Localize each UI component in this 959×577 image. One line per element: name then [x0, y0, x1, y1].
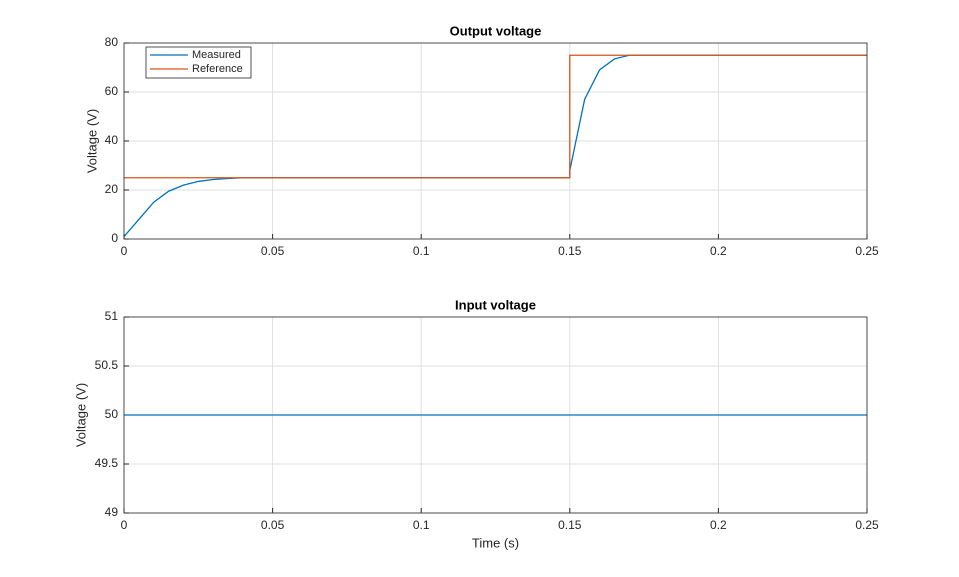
x-tick-label: 0.15 — [558, 518, 582, 532]
y-tick-label: 51 — [105, 309, 119, 323]
legend: Measured Reference — [145, 46, 252, 79]
legend-box — [145, 46, 252, 79]
y-tick-label: 50.5 — [95, 358, 119, 372]
y-tick-label: 20 — [105, 182, 119, 196]
y-tick-label: 50 — [105, 407, 119, 421]
x-tick-label: 0.25 — [855, 244, 879, 258]
x-tick-label: 0.05 — [261, 518, 285, 532]
chart-title: Input voltage — [455, 297, 536, 312]
y-axis-label: Voltage (V) — [73, 383, 88, 447]
y-tick-label: 80 — [105, 35, 119, 49]
y-tick-label: 40 — [105, 133, 119, 147]
x-tick-label: 0 — [121, 244, 128, 258]
line — [124, 54, 867, 179]
axes-box — [123, 42, 868, 240]
x-tick-label: 0.25 — [855, 518, 879, 532]
y-tick-label: 0 — [111, 231, 118, 245]
y-axis-label: Voltage (V) — [84, 109, 99, 173]
x-tick-label: 0.2 — [710, 244, 727, 258]
axes-box — [123, 316, 868, 514]
y-tick-label: 49 — [105, 505, 119, 519]
x-tick-label: 0.05 — [261, 244, 285, 258]
legend-label: Reference — [192, 63, 243, 75]
x-tick-label: 0.2 — [710, 518, 727, 532]
x-axis-label: Time (s) — [472, 535, 519, 550]
x-tick-label: 0.15 — [558, 244, 582, 258]
x-tick-label: 0.1 — [413, 518, 430, 532]
x-tick-label: 0.1 — [413, 244, 430, 258]
legend-label: Measured — [192, 49, 241, 61]
chart-title: Output voltage — [450, 23, 542, 38]
x-tick-label: 0 — [121, 518, 128, 532]
y-tick-label: 49.5 — [95, 456, 119, 470]
y-tick-label: 60 — [105, 84, 119, 98]
